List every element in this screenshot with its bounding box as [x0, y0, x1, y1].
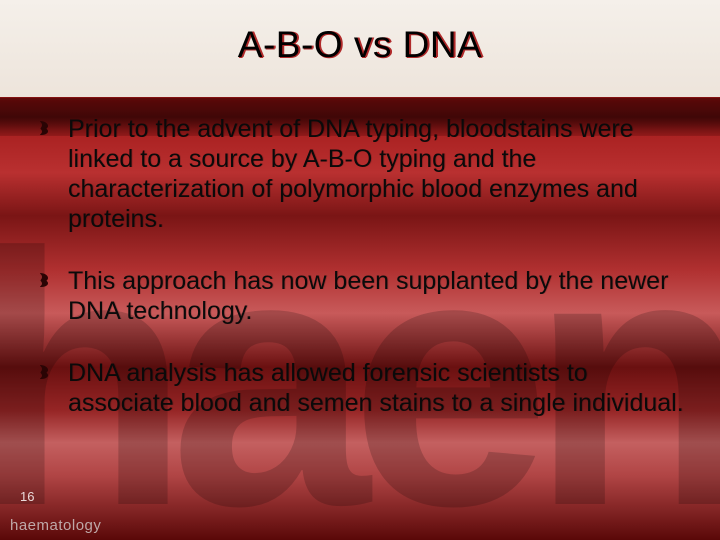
bullet-item: Prior to the advent of DNA typing, blood… — [38, 114, 690, 234]
footer-logo: haematology — [10, 517, 101, 534]
bullet-item: DNA analysis has allowed forensic scient… — [38, 358, 690, 418]
bullet-marker-icon — [38, 272, 52, 293]
bullet-text: This approach has now been supplanted by… — [68, 266, 690, 326]
slide-container: A-B-O vs DNA Prior to the advent of DNA … — [0, 0, 720, 540]
bullet-text: Prior to the advent of DNA typing, blood… — [68, 114, 690, 234]
slide-number: 16 — [20, 489, 34, 504]
slide-content: Prior to the advent of DNA typing, blood… — [0, 66, 720, 418]
bullet-marker-icon — [38, 120, 52, 141]
bullet-marker-icon — [38, 364, 52, 385]
bullet-item: This approach has now been supplanted by… — [38, 266, 690, 326]
slide-title: A-B-O vs DNA — [0, 0, 720, 66]
bullet-text: DNA analysis has allowed forensic scient… — [68, 358, 690, 418]
